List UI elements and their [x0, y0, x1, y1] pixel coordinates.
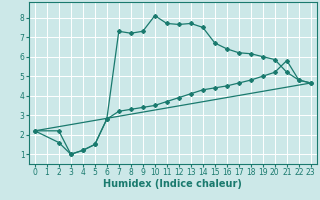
X-axis label: Humidex (Indice chaleur): Humidex (Indice chaleur)	[103, 179, 242, 189]
